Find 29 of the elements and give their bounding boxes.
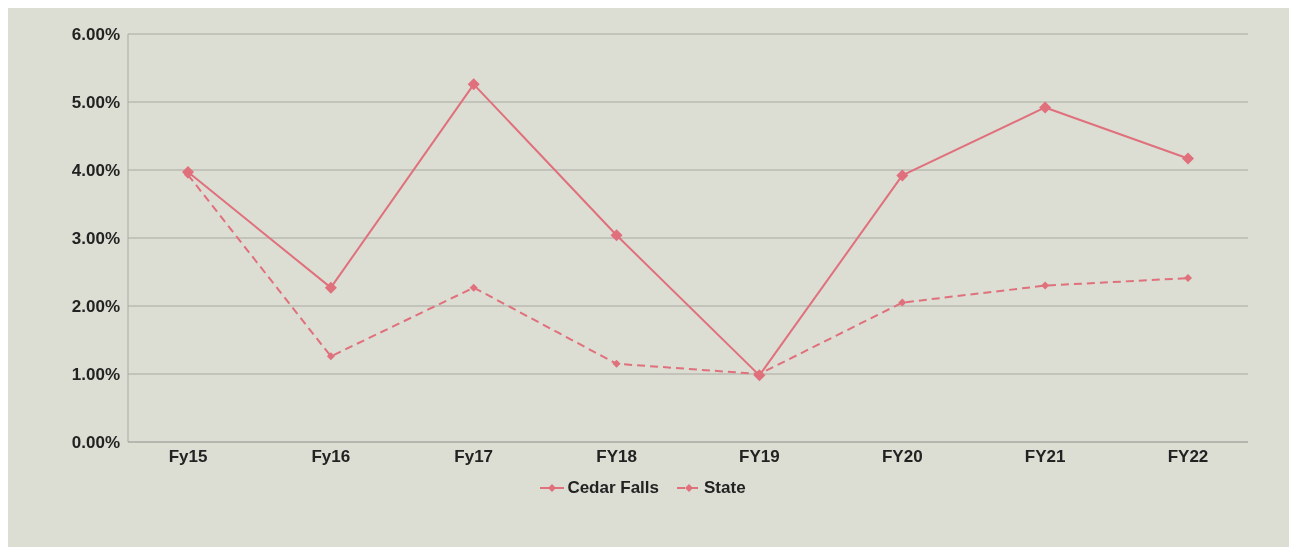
point bbox=[896, 169, 909, 182]
y-tick-label: 0.00% bbox=[71, 433, 120, 453]
y-tick-label: 6.00% bbox=[71, 25, 120, 45]
point bbox=[1039, 101, 1052, 114]
x-tick-label: FY21 bbox=[1024, 447, 1066, 467]
y-tick-label: 2.00% bbox=[71, 297, 120, 317]
point bbox=[326, 352, 335, 361]
point bbox=[324, 281, 337, 294]
legend-label: State bbox=[704, 478, 746, 498]
x-tick-label: FY18 bbox=[596, 447, 637, 467]
y-tick-label: 5.00% bbox=[71, 93, 120, 113]
x-tick-label: Fy15 bbox=[168, 447, 208, 467]
y-tick-label: 3.00% bbox=[71, 229, 120, 249]
point bbox=[1182, 152, 1194, 165]
point bbox=[469, 283, 478, 292]
x-tick-label: Fy17 bbox=[454, 447, 494, 467]
x-tick-label: FY20 bbox=[881, 447, 923, 467]
legend-label: Cedar Falls bbox=[567, 478, 660, 498]
y-tick-label: 1.00% bbox=[71, 365, 120, 385]
point bbox=[612, 359, 621, 368]
x-tick-label: Fy16 bbox=[311, 447, 351, 467]
x-tick-label: FY22 bbox=[1167, 447, 1209, 467]
point bbox=[1184, 274, 1192, 283]
x-tick-label: FY19 bbox=[739, 447, 780, 467]
y-tick-label: 4.00% bbox=[71, 161, 120, 181]
point bbox=[1041, 281, 1050, 290]
point bbox=[898, 298, 907, 307]
point bbox=[610, 229, 623, 242]
point bbox=[467, 78, 480, 91]
